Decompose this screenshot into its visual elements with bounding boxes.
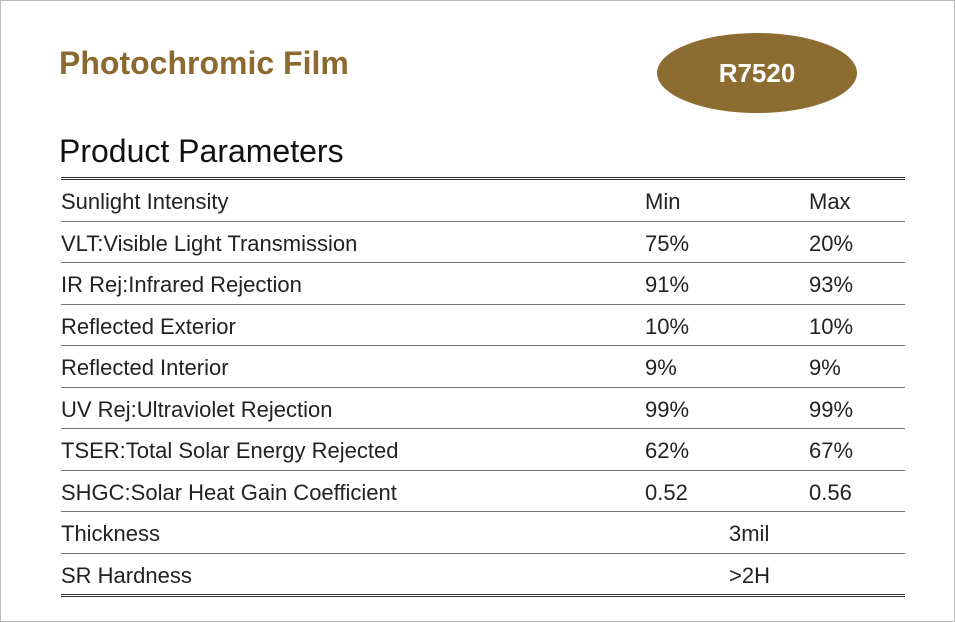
cell: >2H bbox=[729, 562, 770, 588]
cell: IR Rej:Infrared Rejection bbox=[61, 272, 302, 297]
cell: 0.56 bbox=[809, 479, 852, 505]
cell: Thickness bbox=[61, 521, 161, 546]
cell: 67% bbox=[809, 438, 854, 463]
table-row: UV Rej:Ultraviolet Rejection 99% 99% bbox=[61, 388, 905, 429]
table-row: IR Rej:Infrared Rejection 91% 93% bbox=[61, 263, 905, 305]
table-row: Thickness 3mil bbox=[61, 512, 905, 554]
title: Photochromic Film bbox=[59, 45, 349, 81]
cell: SHGC:Solar Heat Gain Coefficient bbox=[61, 479, 397, 505]
table: Sunlight Intensity Min Max VLT:Visible Ligh… bbox=[61, 177, 905, 597]
section-title: Product Parameters bbox=[59, 133, 344, 169]
cell: Reflected Interior bbox=[61, 355, 229, 380]
cell: TSER:Total Solar Energy Rejected bbox=[61, 438, 399, 463]
cell: 10% bbox=[645, 313, 690, 339]
cell: 62% bbox=[645, 438, 690, 463]
cell: Sunlight Intensity bbox=[61, 189, 229, 214]
cell: 10% bbox=[809, 313, 854, 339]
table-row: Reflected Interior 9% 9% bbox=[61, 346, 905, 388]
cell: UV Rej:Ultraviolet Rejection bbox=[61, 396, 333, 422]
table-row: SR Hardness >2H bbox=[61, 554, 905, 595]
table-row: VLT:Visible Light Transmission 75% 20% bbox=[61, 222, 905, 263]
cell: Min bbox=[645, 189, 681, 214]
cell: 0.52 bbox=[645, 479, 688, 505]
cell: 99% bbox=[809, 396, 854, 422]
table-row: SHGC:Solar Heat Gain Coefficient 0.52 0.56 bbox=[61, 471, 905, 512]
cell: 99% bbox=[645, 396, 690, 422]
cell: 93% bbox=[809, 272, 854, 297]
cell: VLT:Visible Light Transmission bbox=[61, 230, 358, 256]
table-row: Reflected Exterior 10% 10% bbox=[61, 305, 905, 346]
cell: 91% bbox=[645, 272, 690, 297]
cell: Reflected Exterior bbox=[61, 313, 236, 339]
cell: 75% bbox=[645, 230, 690, 256]
table-row: TSER:Total Solar Energy Rejected 62% 67% bbox=[61, 429, 905, 471]
cell: Max bbox=[809, 189, 851, 214]
table-row: Sunlight Intensity Min Max bbox=[61, 180, 905, 222]
cell: SR Hardness bbox=[61, 562, 192, 588]
cell: 3mil bbox=[729, 521, 770, 546]
cell: 9% bbox=[809, 355, 841, 380]
cell: 20% bbox=[809, 230, 854, 256]
cell: 9% bbox=[645, 355, 677, 380]
badge: R7520 bbox=[657, 33, 857, 113]
